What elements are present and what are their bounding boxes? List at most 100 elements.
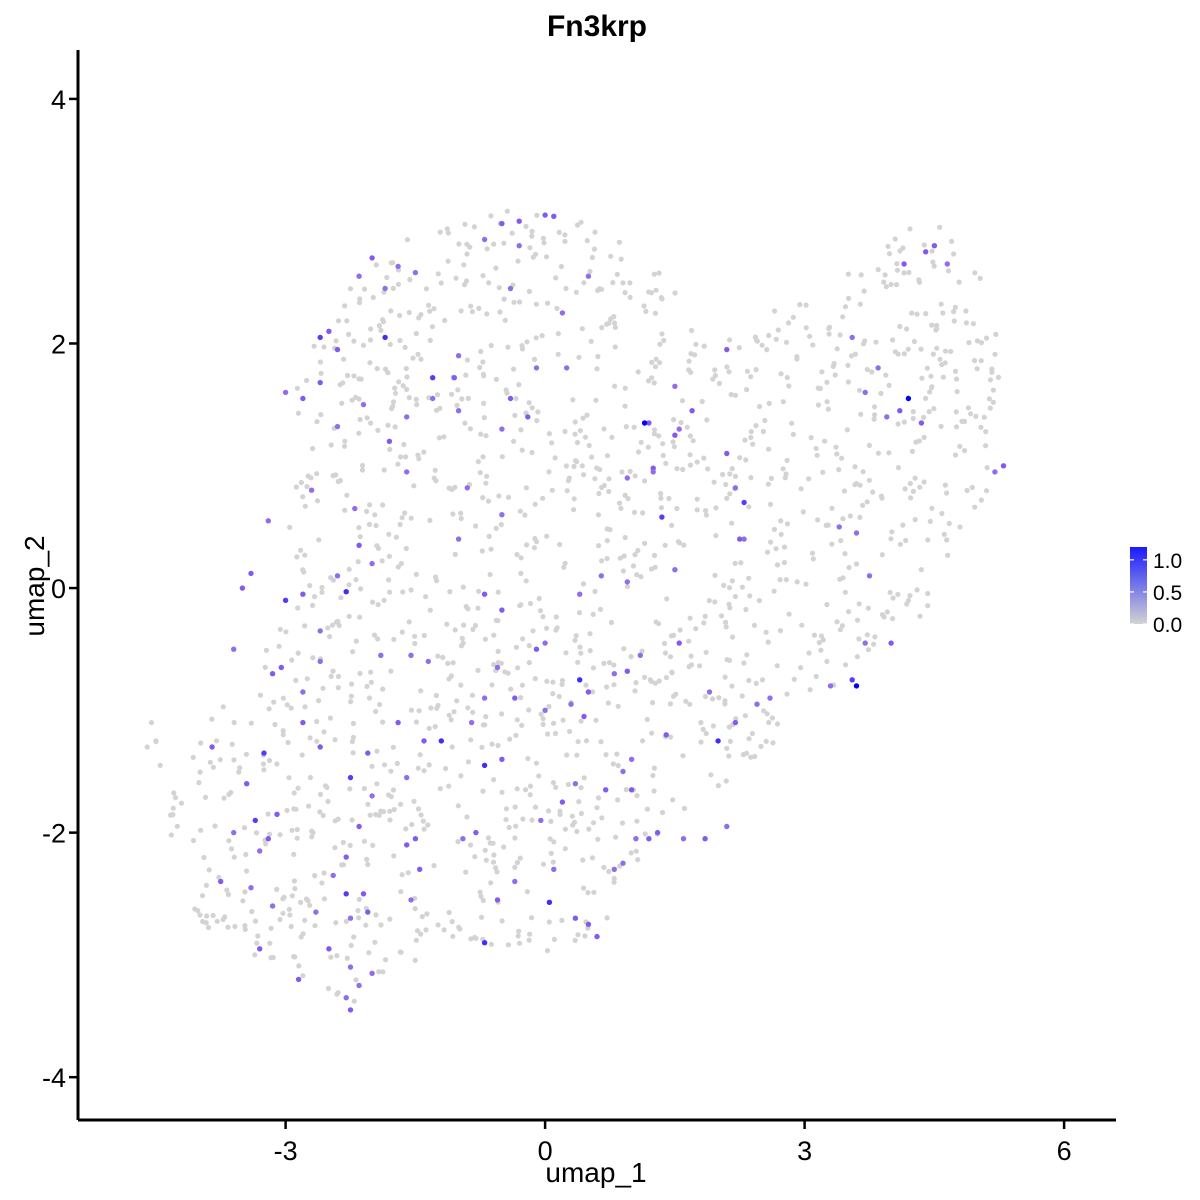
cell-point-background [349,817,355,823]
cell-point-background [737,455,743,461]
cell-point-background [514,551,520,558]
cell-point-background [914,587,920,593]
cell-point-background [452,627,458,633]
cell-point-background [800,509,806,515]
cell-point-background [205,924,212,931]
cell-point-background [261,767,267,773]
cell-point-background [900,245,906,251]
cell-point-background [385,422,391,428]
cell-point-background [231,757,237,763]
cell-point-background [577,428,584,434]
cell-point-background [488,880,494,886]
cell-point-background [978,497,985,503]
cell-point-background [651,765,658,771]
cell-point-expressing [282,389,289,396]
cell-point-background [476,588,482,594]
cell-point-background [587,631,593,637]
cell-point-background [657,360,663,366]
cell-point-background [553,784,559,790]
cell-point-expressing [378,652,384,658]
cell-point-background [761,708,767,714]
cell-point-background [798,486,804,492]
cell-point-background [462,420,468,426]
cell-point-background [537,608,544,614]
cell-point-background [972,504,978,510]
cell-point-background [726,585,733,591]
cell-point-background [367,502,373,508]
cell-point-background [201,854,207,861]
cell-point-background [611,879,617,885]
cell-point-background [310,830,316,836]
cell-point-background [978,358,984,364]
cell-point-background [581,472,587,478]
cell-point-background [412,906,418,912]
cell-point-background [225,924,231,930]
x-tick-label: 6 [1057,1136,1072,1166]
cell-point-background [940,310,946,316]
cell-point-background [584,238,590,244]
cell-point-background [842,304,849,310]
cell-point-background [590,820,597,826]
cell-point-background [713,533,719,539]
cell-point-background [540,614,546,620]
cell-point-background [368,326,374,332]
cell-point-background [954,389,960,395]
x-tick-label: 3 [797,1136,812,1166]
cell-point-background [399,515,405,521]
cell-point-background [314,471,320,477]
cell-point-background [774,562,781,568]
cell-point-background [243,751,249,757]
cell-point-background [733,716,739,722]
colorbar-tick-label: 0.5 [1153,582,1182,605]
cell-point-background [744,387,750,393]
cell-point-background [329,622,336,628]
cell-point-background [366,695,373,701]
cell-point-background [766,719,772,726]
cell-point-background [917,484,923,490]
cell-point-background [782,475,788,481]
cell-point-background [948,348,954,355]
cell-point-background [766,446,772,452]
cell-point-expressing [412,836,419,842]
cell-point-background [508,686,514,692]
cell-point-background [582,933,588,939]
cell-point-background [414,928,421,934]
cell-point-background [280,910,286,916]
cell-point-background [416,708,422,714]
cell-point-background [723,778,729,784]
cell-point-background [895,465,902,471]
cell-point-background [199,893,206,899]
cell-point-background [701,620,707,626]
cell-point-background [791,676,797,682]
cell-point-background [858,411,864,417]
cell-point-background [895,351,901,357]
cell-point-background [488,342,494,349]
cell-point-background [545,300,551,306]
cell-point-background [574,752,580,758]
cell-point-expressing [326,946,332,952]
cell-point-background [984,465,990,471]
cell-point-background [333,472,339,478]
cell-point-background [512,412,518,418]
cell-point-expressing [551,866,557,872]
cell-point-expressing [737,536,743,542]
cell-point-background [844,427,850,433]
cell-point-background [370,842,376,849]
cell-point-background [418,812,424,818]
cell-point-background [701,343,707,349]
cell-point-background [836,467,842,473]
cell-point-background [527,792,533,798]
cell-point-background [883,284,890,290]
cell-point-background [196,780,202,786]
cell-point-background [901,270,907,276]
cell-point-background [856,387,863,393]
cell-point-background [679,398,686,404]
cell-point-background [465,705,471,711]
cell-point-background [842,551,848,557]
cell-point-background [519,447,525,453]
cell-point-background [591,889,597,895]
cell-point-background [576,610,583,616]
cell-point-background [897,541,904,547]
cell-point-background [512,864,518,870]
cell-point-background [929,384,935,390]
